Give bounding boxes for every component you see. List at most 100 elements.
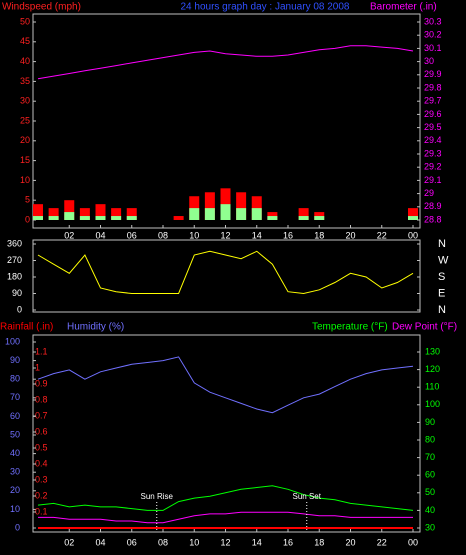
y2-tick-label: 70 bbox=[425, 452, 435, 462]
y2-tick-label: 50 bbox=[425, 487, 435, 497]
y-tick-label: 20 bbox=[20, 135, 30, 145]
x-tick-label: 10 bbox=[189, 230, 199, 240]
x-tick-label: 10 bbox=[189, 537, 199, 547]
y2-tick-label: 29.3 bbox=[424, 148, 442, 158]
series-label: Rainfall (.in) bbox=[0, 322, 53, 333]
y2-tick-label: 29.6 bbox=[424, 109, 442, 119]
wind-bar bbox=[64, 212, 75, 220]
sun-label: Sun Rise bbox=[141, 492, 174, 501]
y-tick-label: 60 bbox=[10, 411, 20, 421]
x-tick-label: 08 bbox=[158, 230, 168, 240]
y-tick-label: 10 bbox=[20, 175, 30, 185]
y3-tick-label: 0.5 bbox=[35, 442, 48, 452]
x-tick-label: 06 bbox=[127, 230, 137, 240]
wind-bar bbox=[408, 208, 418, 220]
x-tick-label: 02 bbox=[64, 537, 74, 547]
y-tick-label: 0 bbox=[25, 214, 30, 224]
y2-tick-label: S bbox=[438, 271, 445, 283]
y2-tick-label: 80 bbox=[425, 434, 435, 444]
wind-bar bbox=[126, 216, 137, 220]
wind-bar bbox=[298, 208, 309, 220]
y-tick-label: 35 bbox=[20, 76, 30, 86]
y2-tick-label: 28.8 bbox=[424, 214, 442, 224]
x-tick-label: 00 bbox=[408, 230, 418, 240]
y2-tick-label: 110 bbox=[425, 382, 439, 392]
wind-bar bbox=[408, 216, 418, 220]
x-tick-label: 04 bbox=[95, 537, 105, 547]
y2-tick-label: 60 bbox=[425, 470, 435, 480]
y2-tick-label: 29.9 bbox=[424, 69, 442, 79]
series-line bbox=[37, 250, 414, 295]
wind-bar bbox=[111, 208, 122, 220]
x-tick-label: 20 bbox=[345, 537, 355, 547]
y3-tick-label: 0.9 bbox=[35, 378, 48, 388]
wind-bar bbox=[126, 208, 137, 220]
y2-tick-label: 29.7 bbox=[424, 96, 442, 106]
wind-bar bbox=[267, 216, 278, 220]
y2-tick-label: 120 bbox=[425, 364, 440, 374]
y2-tick-label: 29.4 bbox=[424, 135, 442, 145]
y2-tick-label: N bbox=[438, 304, 446, 316]
x-tick-label: 22 bbox=[377, 230, 387, 240]
y-tick-label: 70 bbox=[10, 392, 20, 402]
x-tick-label: 14 bbox=[252, 537, 262, 547]
x-tick-label: 02 bbox=[64, 230, 74, 240]
x-tick-label: 12 bbox=[220, 537, 230, 547]
y-tick-label: 5 bbox=[25, 195, 30, 205]
y-tick-label: 40 bbox=[10, 448, 20, 458]
y2-tick-label: 30 bbox=[425, 522, 435, 532]
y-tick-label: 45 bbox=[20, 36, 30, 46]
y3-tick-label: 0.7 bbox=[35, 410, 48, 420]
x-tick-label: 08 bbox=[158, 537, 168, 547]
y-tick-label: 40 bbox=[20, 56, 30, 66]
x-tick-label: 12 bbox=[220, 230, 230, 240]
wind-bar bbox=[204, 208, 215, 220]
y2-tick-label: 28.9 bbox=[424, 201, 442, 211]
x-tick-label: 18 bbox=[314, 537, 324, 547]
x-tick-label: 22 bbox=[377, 537, 387, 547]
wind-bar bbox=[33, 204, 43, 220]
wind-bar bbox=[79, 216, 90, 220]
y-tick-label: 30 bbox=[20, 96, 30, 106]
wind-bar bbox=[314, 216, 325, 220]
x-tick-label: 16 bbox=[283, 230, 293, 240]
wind-bar bbox=[48, 208, 59, 220]
series-line bbox=[38, 511, 413, 524]
y-tick-label: 90 bbox=[12, 288, 22, 298]
x-tick-label: 00 bbox=[408, 537, 418, 547]
x-tick-label: 04 bbox=[95, 230, 105, 240]
y2-tick-label: 130 bbox=[425, 346, 440, 356]
chart-title: 24 hours graph day : January 08 2008 bbox=[180, 2, 349, 13]
y-tick-label: 0 bbox=[17, 304, 22, 314]
x-tick-label: 18 bbox=[314, 230, 324, 240]
y2-tick-label: E bbox=[438, 287, 445, 299]
y3-tick-label: 1 bbox=[35, 362, 40, 372]
y2-tick-label: 29.2 bbox=[424, 162, 442, 172]
windspeed-label: Windspeed (mph) bbox=[2, 2, 81, 13]
y2-tick-label: 30.2 bbox=[424, 30, 442, 40]
y2-tick-label: 29 bbox=[424, 188, 434, 198]
wind-bar bbox=[189, 208, 200, 220]
wind-bar bbox=[204, 192, 215, 220]
y-tick-label: 80 bbox=[10, 374, 20, 384]
y3-tick-label: 0.6 bbox=[35, 426, 48, 436]
y2-tick-label: 30.3 bbox=[424, 16, 442, 26]
wind-bar bbox=[236, 208, 247, 220]
series-line bbox=[37, 45, 414, 80]
y-tick-label: 360 bbox=[7, 238, 22, 248]
wind-bar bbox=[173, 216, 184, 220]
y-tick-label: 0 bbox=[15, 522, 20, 532]
plot-frame bbox=[32, 239, 421, 313]
x-tick-label: 14 bbox=[252, 230, 262, 240]
y-tick-label: 50 bbox=[10, 429, 20, 439]
y-tick-label: 15 bbox=[20, 155, 30, 165]
wind-bar bbox=[79, 208, 90, 220]
y-tick-label: 10 bbox=[10, 504, 20, 514]
y2-tick-label: N bbox=[438, 238, 446, 250]
y2-tick-label: W bbox=[438, 254, 449, 266]
y3-tick-label: 1.1 bbox=[35, 346, 48, 356]
x-tick-label: 16 bbox=[283, 537, 293, 547]
wind-bar bbox=[251, 208, 262, 220]
y2-tick-label: 40 bbox=[425, 505, 435, 515]
